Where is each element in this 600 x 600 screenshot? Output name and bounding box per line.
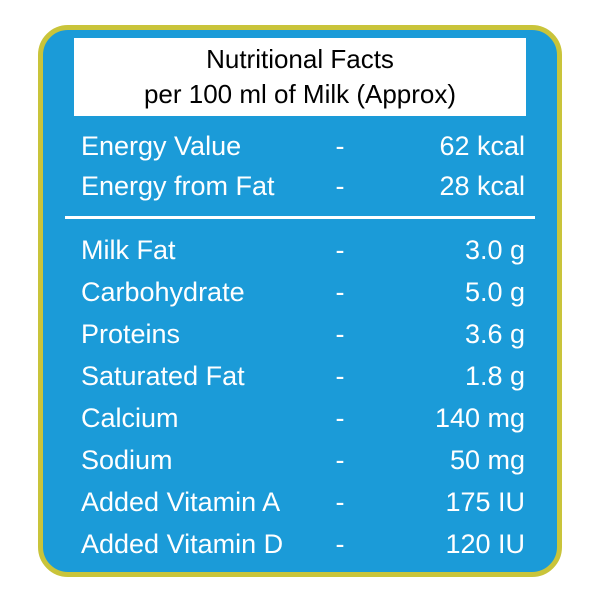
nutrient-value: 3.0 g [464, 234, 525, 265]
dash-separator: - [335, 130, 345, 161]
nutrient-name: Calcium [81, 402, 179, 433]
nutrition-row: Energy Value - 62 kcal [81, 126, 525, 166]
nutrient-name: Added Vitamin A [81, 486, 281, 517]
nutrition-label-card: Nutritional Facts per 100 ml of Milk (Ap… [38, 25, 562, 577]
nutrition-row: Sodium - 50 mg [81, 439, 525, 481]
nutrient-rows-section: Milk Fat - 3.0 g Carbohydrate - 5.0 g Pr… [63, 229, 537, 565]
section-divider-line [65, 216, 535, 219]
nutrition-row: Energy from Fat - 28 kcal [81, 166, 525, 206]
dash-separator: - [335, 444, 345, 475]
dash-separator: - [335, 170, 345, 201]
nutrient-value: 120 IU [445, 528, 525, 559]
nutrient-name: Proteins [81, 318, 181, 349]
nutrient-value: 3.6 g [464, 318, 525, 349]
dash-separator: - [335, 486, 345, 517]
nutrient-name: Carbohydrate [81, 276, 245, 307]
nutrient-name: Added Vitamin D [81, 528, 284, 559]
nutrient-name: Sodium [81, 444, 173, 475]
nutrient-value: 62 kcal [439, 130, 525, 161]
nutrition-row: Added Vitamin D - 120 IU [81, 523, 525, 565]
nutrient-value: 140 mg [434, 402, 525, 433]
nutrition-row: Calcium - 140 mg [81, 397, 525, 439]
nutrient-value: 1.8 g [464, 360, 525, 391]
nutrient-value: 28 kcal [439, 170, 525, 201]
nutrient-value: 50 mg [449, 444, 525, 475]
dash-separator: - [335, 528, 345, 559]
nutrition-row: Proteins - 3.6 g [81, 313, 525, 355]
dash-separator: - [335, 360, 345, 391]
nutrition-row: Saturated Fat - 1.8 g [81, 355, 525, 397]
nutrition-row: Added Vitamin A - 175 IU [81, 481, 525, 523]
header-title-line1: Nutritional Facts [206, 44, 394, 74]
nutrition-row: Carbohydrate - 5.0 g [81, 271, 525, 313]
nutrient-value: 5.0 g [464, 276, 525, 307]
nutrient-name: Milk Fat [81, 234, 176, 265]
dash-separator: - [335, 402, 345, 433]
dash-separator: - [335, 276, 345, 307]
nutrient-name: Energy Value [81, 130, 242, 161]
nutrition-header: Nutritional Facts per 100 ml of Milk (Ap… [74, 38, 526, 116]
nutrient-name: Saturated Fat [81, 360, 245, 391]
nutrient-value: 175 IU [445, 486, 525, 517]
dash-separator: - [335, 318, 345, 349]
header-title-line2: per 100 ml of Milk (Approx) [143, 79, 457, 109]
energy-rows-section: Energy Value - 62 kcal Energy from Fat -… [63, 126, 537, 206]
nutrient-name: Energy from Fat [81, 170, 275, 201]
nutrition-row: Milk Fat - 3.0 g [81, 229, 525, 271]
dash-separator: - [335, 234, 345, 265]
